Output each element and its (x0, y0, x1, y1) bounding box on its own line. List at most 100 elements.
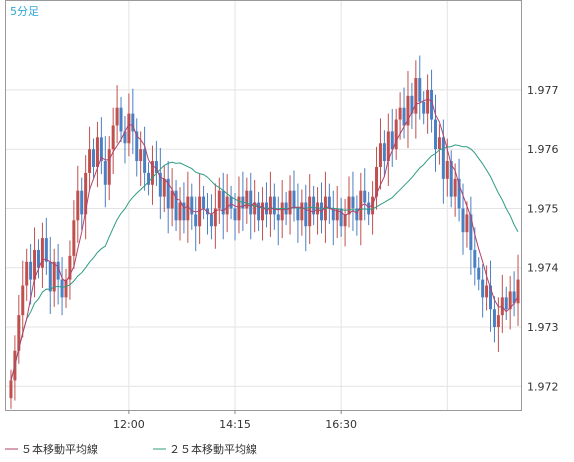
candle-body (382, 143, 386, 162)
candle-body (107, 149, 111, 185)
legend-ma5-label: ５本移動平均線 (21, 442, 98, 456)
candle-body (477, 267, 481, 280)
candle-body (60, 279, 64, 298)
candle-body (174, 190, 178, 221)
candle-body (437, 137, 441, 150)
candle-body (496, 315, 500, 328)
candle-body (445, 161, 449, 179)
candle-body (40, 238, 44, 268)
candle-body (233, 208, 237, 221)
candle-body (56, 261, 60, 280)
candle-body (217, 190, 221, 209)
candle-body (261, 202, 265, 221)
candle-body (213, 208, 217, 227)
candle-body (80, 190, 84, 215)
candle-body (99, 137, 103, 162)
candle-body (327, 196, 331, 209)
candle-body (253, 202, 257, 215)
candle-body (414, 78, 418, 114)
candle-body (166, 178, 170, 209)
candle-body (245, 190, 249, 209)
candle-body (481, 279, 485, 298)
candle-body (363, 190, 367, 203)
candle-body (119, 107, 123, 132)
x-tick-label: 16:30 (325, 418, 357, 431)
candle-body (430, 89, 434, 120)
candle-body (170, 190, 174, 209)
candle-body (304, 202, 308, 227)
candle-body (276, 214, 280, 221)
y-tick-label: 1.977 (527, 84, 559, 97)
candle-body (371, 196, 375, 215)
candle-body (500, 297, 504, 316)
y-tick-label: 1.974 (527, 262, 559, 275)
candle-body (135, 131, 139, 162)
chart-title: 5分足 (10, 5, 39, 18)
candle-body (300, 202, 304, 221)
x-axis: 12:00 14:15 16:30 (113, 410, 357, 431)
candle-body (162, 178, 166, 197)
ma5-line (10, 98, 519, 381)
candle-body (418, 78, 422, 102)
candle-body (68, 255, 72, 280)
candle-body (202, 196, 206, 209)
candle-body (296, 208, 300, 221)
y-tick-label: 1.973 (527, 321, 559, 334)
candle-body (461, 208, 465, 233)
candle-body (347, 196, 351, 215)
candle-body (84, 172, 88, 215)
candle-body (21, 285, 25, 316)
candle-body (359, 190, 363, 221)
x-tick-label: 14:15 (219, 418, 251, 431)
candle-body (52, 261, 56, 292)
candle-body (147, 172, 151, 185)
candle-body (457, 178, 461, 209)
candle-body (194, 214, 198, 227)
candle-body (64, 279, 68, 298)
y-tick-label: 1.972 (527, 380, 559, 393)
candle-body (9, 380, 13, 399)
candle-body (469, 214, 473, 250)
candle-body (410, 95, 414, 114)
candle-body (103, 161, 107, 185)
candle-body (367, 202, 371, 215)
candle-body (17, 315, 21, 351)
candle-body (375, 166, 379, 197)
candle-body (268, 196, 272, 215)
candle-body (312, 196, 316, 215)
candle-body (198, 196, 202, 227)
candle-body (390, 131, 394, 150)
candle-body (433, 119, 437, 150)
candle-body (406, 95, 410, 126)
candle-body (25, 261, 29, 286)
candle-body (343, 214, 347, 227)
candle-body (115, 107, 119, 126)
candle-body (292, 190, 296, 209)
candle-body (229, 196, 233, 209)
candle-body (154, 161, 158, 173)
candle-body (131, 113, 135, 132)
candle-body (485, 285, 489, 298)
candle-body (465, 214, 469, 233)
candle-body (158, 172, 162, 197)
candle-body (335, 208, 339, 221)
candle-body (33, 249, 37, 280)
candle-body (504, 297, 508, 310)
candle-body (143, 149, 147, 173)
candle-body (449, 161, 453, 197)
candle-body (44, 238, 48, 262)
candle-body (453, 178, 457, 197)
candle-body (402, 107, 406, 126)
candle-body (516, 279, 520, 304)
candle-body (512, 291, 516, 304)
candle-body (441, 137, 445, 179)
candle-body (29, 261, 33, 280)
candle-body (257, 202, 261, 221)
y-axis: 1.977 1.976 1.975 1.974 1.973 1.972 (527, 84, 559, 393)
candle-body (288, 190, 292, 215)
candle-body (225, 196, 229, 215)
candle-body (186, 196, 190, 221)
candle-body (331, 208, 335, 221)
candle-body (426, 89, 430, 114)
